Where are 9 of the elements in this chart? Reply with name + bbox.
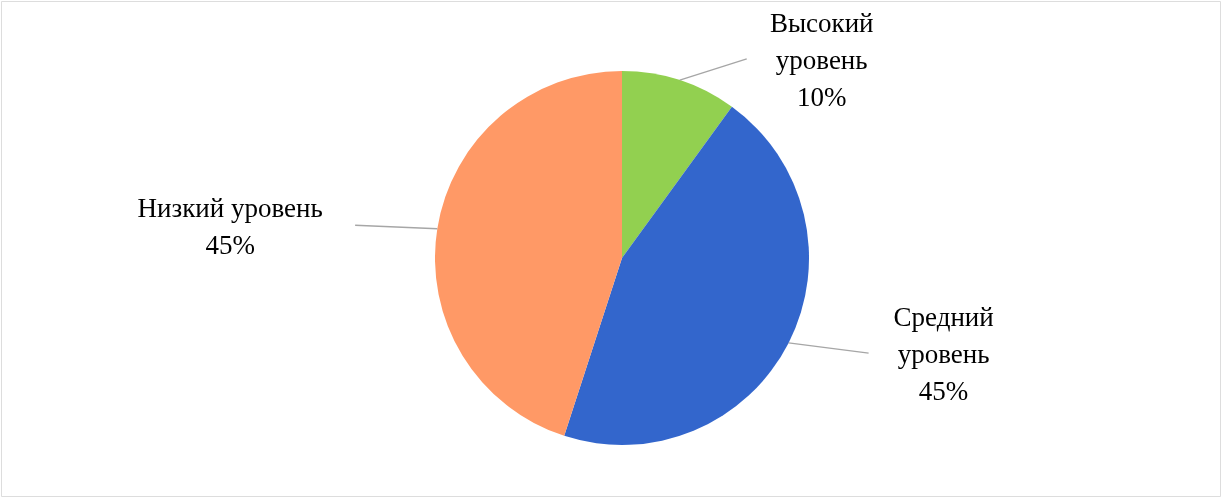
data-label: 45% [918,376,969,407]
pie-slice [564,106,809,445]
data-label: 10% [796,81,847,112]
data-label: 45% [205,229,255,260]
slice-label: Низкий уровень [137,192,323,223]
pie-slice [622,71,732,258]
slice-label: Высокий уровень [769,7,874,75]
pie-slice [435,71,622,436]
slice-label: Средний уровень [893,302,994,370]
